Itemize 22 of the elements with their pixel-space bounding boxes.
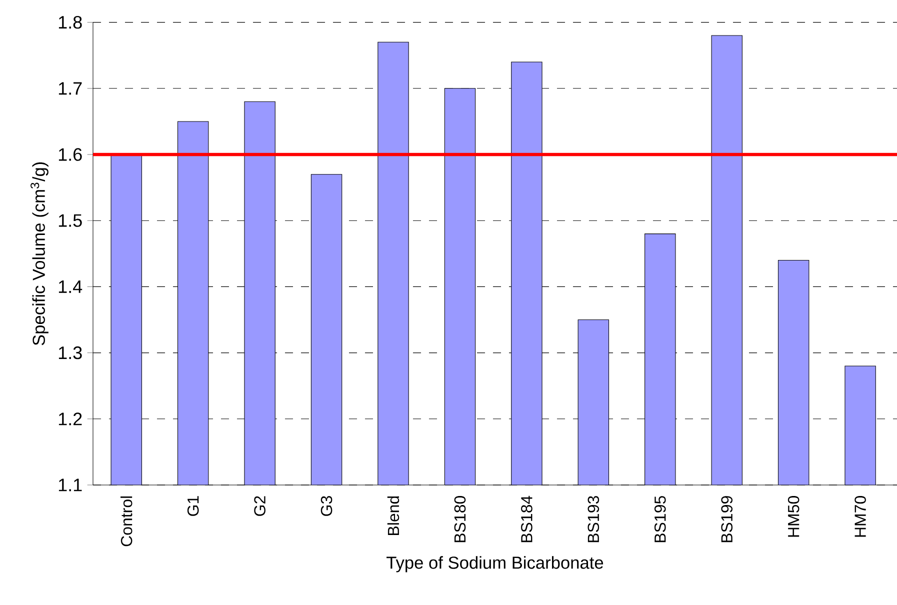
y-tick-label: 1.2 [58,412,82,426]
x-tick-label: G2 [254,496,266,516]
x-tick-label: BS193 [588,496,600,542]
x-tick-label: BS195 [654,496,666,542]
x-tick-label: HM70 [854,496,866,537]
y-axis-title: Specific Volume (cm$^{3}$/g) [30,162,48,346]
y-tick-label: 1.1 [58,478,82,492]
x-tick-label: G3 [320,496,332,516]
y-tick-label: 1.5 [58,214,82,227]
x-tick-label: HM50 [788,496,800,537]
y-tick-label: 1.8 [58,16,82,29]
y-tick-label: 1.4 [58,280,82,293]
x-tick-label: Control [120,496,132,546]
x-tick-label: BS184 [521,496,532,542]
y-tick-label: 1.3 [58,346,82,360]
x-tick-label: G1 [187,496,199,516]
x-tick-label: Blend [387,496,400,535]
x-tick-label: BS180 [454,496,466,542]
x-tick-label: BS199 [721,496,733,542]
y-tick-label: 1.7 [58,82,82,95]
x-axis-title: Type of Sodium Bicarbonate [386,556,604,572]
y-tick-label: 1.6 [58,148,82,161]
